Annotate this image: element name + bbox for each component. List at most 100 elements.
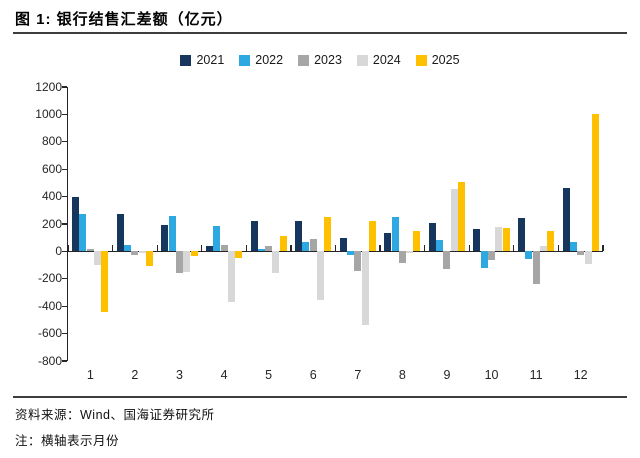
y-axis-tick: [61, 196, 67, 198]
x-axis-tick: [424, 245, 426, 252]
x-axis-month-label: 5: [265, 368, 273, 382]
y-axis-tick: [61, 141, 67, 143]
legend-item-2021: 2021: [180, 53, 224, 67]
bar-2021-month-12: [562, 187, 570, 252]
x-axis-month-label: 1: [86, 368, 94, 382]
y-axis-tick: [61, 360, 67, 362]
x-axis-tick: [602, 245, 604, 252]
y-axis-tick-label: 400: [41, 189, 62, 204]
x-axis-month-label: 8: [398, 368, 406, 382]
data-source-text: 资料来源：Wind、国海证券研究所: [15, 408, 215, 422]
bar-2022-month-6: [302, 241, 310, 252]
bar-2024-month-4: [227, 251, 235, 303]
bar-2024-month-9: [450, 189, 458, 252]
bar-2025-month-3: [190, 251, 198, 256]
title-divider: [13, 32, 627, 34]
bar-2021-month-6: [295, 221, 303, 252]
y-axis-tick-label: -600: [37, 326, 62, 341]
y-axis-tick: [61, 113, 67, 115]
bar-2022-month-4: [213, 226, 221, 252]
bar-2021-month-2: [116, 213, 124, 252]
bar-2025-month-6: [324, 217, 332, 252]
legend-label: 2022: [255, 53, 284, 67]
x-axis-tick: [513, 245, 515, 252]
bar-2023-month-11: [532, 251, 540, 285]
bar-2025-month-2: [145, 251, 153, 266]
bar-2023-month-2: [131, 251, 139, 255]
x-axis-month-label: 9: [443, 368, 451, 382]
x-axis-month-label: 3: [175, 368, 183, 382]
bar-2021-month-1: [72, 196, 80, 252]
x-axis-month-label: 7: [354, 368, 362, 382]
bar-2024-month-11: [539, 245, 547, 252]
x-axis-tick: [67, 245, 69, 252]
footer-divider: [13, 396, 627, 398]
legend-label: 2025: [431, 53, 460, 67]
y-axis-tick-label: 800: [41, 134, 62, 149]
bar-2025-month-5: [279, 236, 287, 252]
bar-2022-month-3: [168, 215, 176, 252]
y-axis-tick-label: 1200: [35, 79, 62, 94]
bar-2022-month-7: [346, 251, 354, 255]
bar-2023-month-8: [398, 251, 406, 264]
x-axis-month-label: 10: [484, 368, 499, 382]
x-axis-month-label: 4: [220, 368, 228, 382]
bar-2025-month-1: [101, 251, 109, 313]
y-axis-tick: [61, 305, 67, 307]
legend-item-2024: 2024: [356, 53, 401, 67]
x-axis-month-label: 11: [529, 368, 543, 382]
bar-2022-month-9: [436, 239, 444, 252]
x-axis-line: [66, 250, 603, 253]
bar-2022-month-8: [391, 217, 399, 252]
bar-2024-month-7: [361, 251, 369, 326]
bar-2024-month-1: [94, 251, 102, 266]
bar-2022-month-10: [480, 251, 488, 268]
x-axis-tick: [290, 245, 292, 252]
x-axis-month-label: 6: [309, 368, 317, 382]
bar-2021-month-3: [161, 224, 169, 252]
bar-2023-month-5: [265, 245, 273, 252]
figure-title: 图 1: 银行结售汇差额（亿元）: [15, 11, 233, 28]
chart-legend: 2021 2022 2023 2024 2025: [0, 53, 640, 67]
x-axis-month-label: 2: [131, 368, 139, 382]
legend-swatch-icon: [356, 54, 368, 66]
y-axis-line: [66, 87, 68, 361]
bar-2023-month-1: [86, 248, 94, 252]
legend-label: 2021: [196, 53, 225, 67]
y-axis-tick: [61, 223, 67, 225]
footnote-text: 注：横轴表示月份: [15, 434, 120, 448]
y-axis-tick: [61, 86, 67, 88]
bar-2022-month-2: [124, 245, 132, 252]
x-axis-tick: [379, 245, 381, 252]
bar-2024-month-12: [584, 251, 592, 265]
bar-2025-month-10: [502, 228, 510, 252]
bar-2021-month-9: [428, 222, 436, 252]
bar-2022-month-1: [79, 214, 87, 252]
bar-2022-month-12: [569, 241, 577, 252]
y-axis-tick-label: -400: [37, 298, 62, 313]
legend-swatch-icon: [298, 54, 310, 66]
x-axis-tick: [245, 245, 247, 252]
bar-2022-month-11: [525, 251, 533, 259]
bar-2024-month-2: [138, 251, 146, 253]
legend-item-2025: 2025: [415, 53, 460, 67]
x-axis-tick: [201, 245, 203, 252]
bar-2025-month-12: [591, 114, 599, 252]
bar-2023-month-9: [443, 251, 451, 270]
bar-2021-month-11: [518, 217, 526, 252]
x-axis-tick: [156, 245, 158, 252]
bar-2025-month-7: [368, 221, 376, 252]
y-axis-tick-label: 1000: [35, 106, 62, 121]
y-axis-tick-label: -800: [37, 353, 62, 368]
y-axis-tick: [61, 333, 67, 335]
y-axis-tick-label: 600: [41, 161, 62, 176]
y-axis-tick-label: 0: [55, 243, 62, 258]
bar-2023-month-3: [175, 251, 183, 274]
y-axis-tick-label: -200: [37, 271, 62, 286]
bar-2025-month-4: [235, 251, 243, 258]
y-axis-tick: [61, 168, 67, 170]
x-axis-month-label: 12: [573, 368, 588, 382]
legend-label: 2023: [314, 53, 342, 67]
